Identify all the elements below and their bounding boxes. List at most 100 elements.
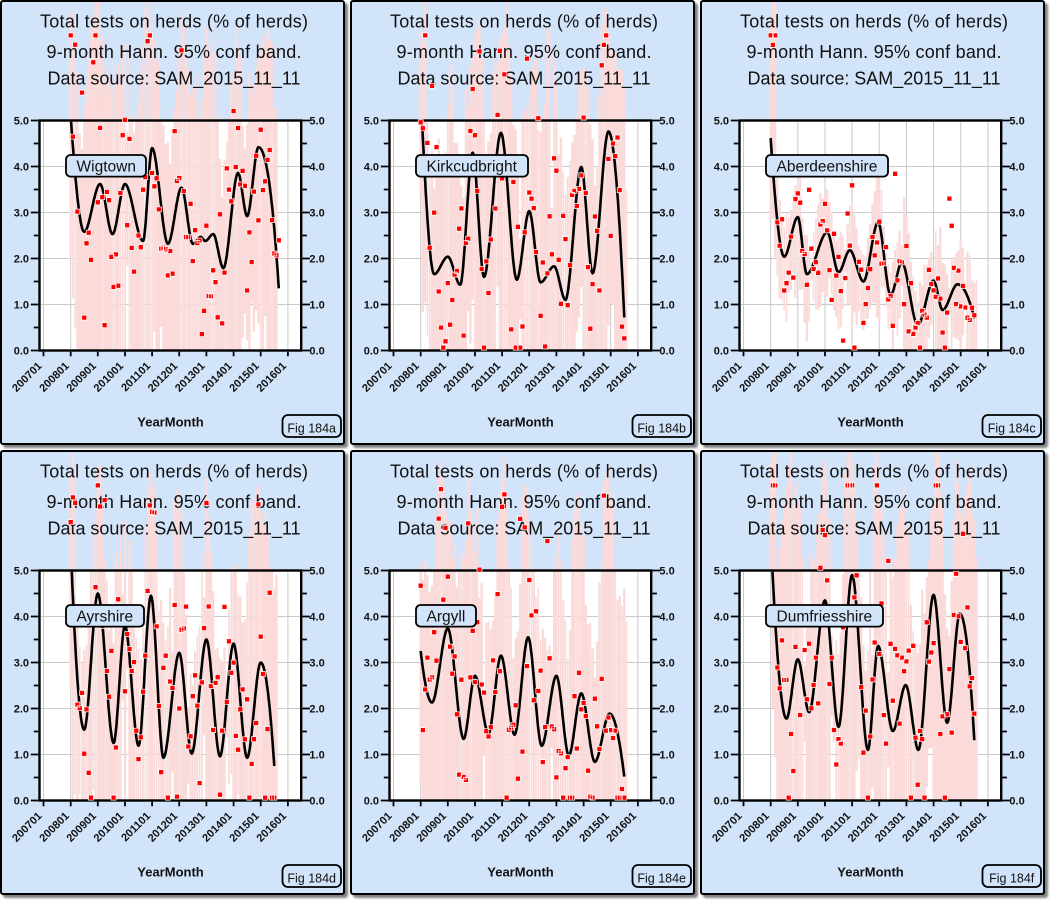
svg-text:1.0: 1.0 xyxy=(659,749,674,761)
svg-text:0.0: 0.0 xyxy=(14,795,29,807)
svg-text:5.0: 5.0 xyxy=(309,565,324,577)
svg-text:4.0: 4.0 xyxy=(659,611,674,623)
svg-text:0.0: 0.0 xyxy=(659,345,674,357)
svg-text:0.0: 0.0 xyxy=(364,795,379,807)
svg-text:0.0: 0.0 xyxy=(1009,345,1024,357)
svg-text:4.0: 4.0 xyxy=(309,161,324,173)
svg-text:5.0: 5.0 xyxy=(14,115,29,127)
svg-text:5.0: 5.0 xyxy=(659,565,674,577)
svg-text:1.0: 1.0 xyxy=(659,299,674,311)
svg-text:Fig 184d: Fig 184d xyxy=(287,871,336,885)
svg-text:Total tests on herds (% of her: Total tests on herds (% of herds) xyxy=(40,12,308,32)
svg-text:3.0: 3.0 xyxy=(659,207,674,219)
svg-text:Data source: SAM_2015_11_11: Data source: SAM_2015_11_11 xyxy=(748,519,1001,540)
svg-text:Fig 184b: Fig 184b xyxy=(637,421,686,435)
svg-text:Total tests on herds (% of her: Total tests on herds (% of herds) xyxy=(40,462,308,482)
svg-text:0.0: 0.0 xyxy=(659,795,674,807)
svg-text:2.0: 2.0 xyxy=(1009,703,1024,715)
svg-text:3.0: 3.0 xyxy=(714,657,729,669)
svg-text:201601: 201601 xyxy=(605,810,639,844)
svg-text:4.0: 4.0 xyxy=(309,611,324,623)
svg-text:4.0: 4.0 xyxy=(714,161,729,173)
svg-text:4.0: 4.0 xyxy=(14,611,29,623)
svg-text:5.0: 5.0 xyxy=(364,115,379,127)
svg-text:0.0: 0.0 xyxy=(309,345,324,357)
svg-text:1.0: 1.0 xyxy=(1009,299,1024,311)
svg-text:201601: 201601 xyxy=(955,360,989,394)
svg-text:201601: 201601 xyxy=(605,360,639,394)
svg-text:3.0: 3.0 xyxy=(1009,657,1024,669)
svg-text:0.0: 0.0 xyxy=(14,345,29,357)
svg-text:Argyll: Argyll xyxy=(427,609,466,626)
svg-text:Kirkcudbright: Kirkcudbright xyxy=(427,159,518,176)
svg-text:9-month Hann. 95% conf band.: 9-month Hann. 95% conf band. xyxy=(747,42,1002,62)
svg-text:2.0: 2.0 xyxy=(659,253,674,265)
svg-text:0.0: 0.0 xyxy=(714,345,729,357)
svg-text:4.0: 4.0 xyxy=(714,611,729,623)
svg-text:9-month Hann. 95% conf band.: 9-month Hann. 95% conf band. xyxy=(397,492,652,512)
svg-text:1.0: 1.0 xyxy=(309,299,324,311)
svg-text:Data source: SAM_2015_11_11: Data source: SAM_2015_11_11 xyxy=(48,69,301,90)
svg-text:Fig 184e: Fig 184e xyxy=(637,871,686,885)
svg-text:1.0: 1.0 xyxy=(714,749,729,761)
svg-text:201601: 201601 xyxy=(255,810,289,844)
svg-text:0.0: 0.0 xyxy=(1009,795,1024,807)
svg-text:3.0: 3.0 xyxy=(1009,207,1024,219)
svg-text:2.0: 2.0 xyxy=(364,703,379,715)
svg-text:YearMonth: YearMonth xyxy=(137,865,204,880)
svg-text:3.0: 3.0 xyxy=(659,657,674,669)
svg-text:201601: 201601 xyxy=(255,360,289,394)
svg-text:Total tests on herds (% of her: Total tests on herds (% of herds) xyxy=(740,12,1008,32)
svg-text:YearMonth: YearMonth xyxy=(837,865,904,880)
svg-text:YearMonth: YearMonth xyxy=(137,415,204,430)
svg-text:Fig 184c: Fig 184c xyxy=(988,421,1036,435)
svg-text:Aberdeenshire: Aberdeenshire xyxy=(777,159,878,176)
svg-text:2.0: 2.0 xyxy=(714,253,729,265)
svg-text:2.0: 2.0 xyxy=(714,703,729,715)
svg-text:201001: 201001 xyxy=(792,810,826,844)
svg-text:5.0: 5.0 xyxy=(364,565,379,577)
svg-text:5.0: 5.0 xyxy=(1009,565,1024,577)
svg-text:1.0: 1.0 xyxy=(364,299,379,311)
svg-text:3.0: 3.0 xyxy=(364,657,379,669)
svg-text:0.0: 0.0 xyxy=(309,795,324,807)
svg-text:201001: 201001 xyxy=(92,360,126,394)
svg-text:Data source: SAM_2015_11_11: Data source: SAM_2015_11_11 xyxy=(398,69,651,90)
svg-text:2.0: 2.0 xyxy=(309,703,324,715)
svg-text:201601: 201601 xyxy=(955,810,989,844)
svg-text:9-month Hann. 95% conf band.: 9-month Hann. 95% conf band. xyxy=(747,492,1002,512)
svg-text:Fig 184f: Fig 184f xyxy=(989,871,1035,885)
svg-text:1.0: 1.0 xyxy=(14,299,29,311)
svg-text:2.0: 2.0 xyxy=(1009,253,1024,265)
svg-text:Total tests on herds (% of her: Total tests on herds (% of herds) xyxy=(740,462,1008,482)
svg-text:9-month Hann. 95% conf band.: 9-month Hann. 95% conf band. xyxy=(397,42,652,62)
svg-text:4.0: 4.0 xyxy=(14,161,29,173)
svg-text:5.0: 5.0 xyxy=(1009,115,1024,127)
svg-text:3.0: 3.0 xyxy=(14,657,29,669)
svg-text:1.0: 1.0 xyxy=(364,749,379,761)
svg-text:2.0: 2.0 xyxy=(14,253,29,265)
svg-text:9-month Hann. 95% conf band.: 9-month Hann. 95% conf band. xyxy=(47,492,302,512)
svg-text:9-month Hann. 95% conf band.: 9-month Hann. 95% conf band. xyxy=(47,42,302,62)
svg-text:1.0: 1.0 xyxy=(14,749,29,761)
svg-text:5.0: 5.0 xyxy=(309,115,324,127)
svg-text:YearMonth: YearMonth xyxy=(837,415,904,430)
svg-text:2.0: 2.0 xyxy=(14,703,29,715)
svg-text:1.0: 1.0 xyxy=(309,749,324,761)
svg-text:0.0: 0.0 xyxy=(714,795,729,807)
svg-text:201001: 201001 xyxy=(442,810,476,844)
svg-text:3.0: 3.0 xyxy=(14,207,29,219)
svg-text:201001: 201001 xyxy=(792,360,826,394)
svg-text:3.0: 3.0 xyxy=(309,207,324,219)
svg-text:5.0: 5.0 xyxy=(714,565,729,577)
svg-text:5.0: 5.0 xyxy=(659,115,674,127)
svg-text:1.0: 1.0 xyxy=(1009,749,1024,761)
svg-text:YearMonth: YearMonth xyxy=(487,865,554,880)
svg-text:Dumfriesshire: Dumfriesshire xyxy=(777,609,873,626)
svg-text:Fig 184a: Fig 184a xyxy=(287,421,336,435)
svg-text:201001: 201001 xyxy=(442,360,476,394)
svg-text:Total tests on herds (% of her: Total tests on herds (% of herds) xyxy=(390,12,658,32)
svg-text:4.0: 4.0 xyxy=(1009,611,1024,623)
svg-text:2.0: 2.0 xyxy=(309,253,324,265)
svg-text:4.0: 4.0 xyxy=(364,161,379,173)
